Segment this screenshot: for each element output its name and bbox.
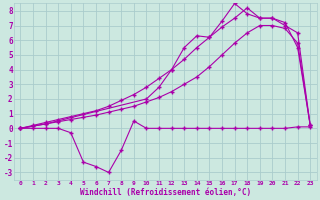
X-axis label: Windchill (Refroidissement éolien,°C): Windchill (Refroidissement éolien,°C) bbox=[80, 188, 251, 197]
